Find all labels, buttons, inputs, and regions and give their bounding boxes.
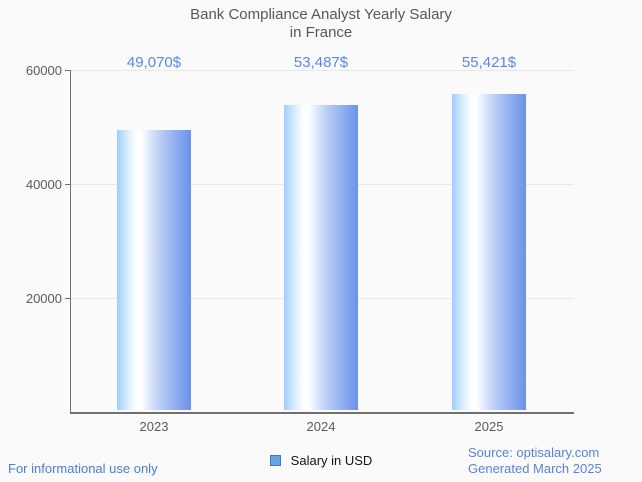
x-axis-label-2025: 2025	[474, 419, 504, 434]
chart-title: Bank Compliance Analyst Yearly Salary in…	[0, 6, 642, 42]
y-axis-tick-label-40000: 40000	[25, 177, 62, 192]
source-block: Source: optisalary.com Generated March 2…	[468, 445, 602, 477]
legend-swatch-icon	[269, 455, 281, 466]
legend-label: Salary in USD	[290, 453, 373, 468]
y-axis-tick-mark	[65, 70, 70, 71]
x-axis-line	[70, 412, 574, 414]
plot-area	[70, 70, 574, 412]
x-axis-label-2024: 2024	[306, 419, 336, 434]
y-axis-tick-mark	[65, 184, 70, 185]
source-line: Source: optisalary.com	[468, 445, 600, 460]
x-axis-label-2023: 2023	[139, 419, 169, 434]
generated-line: Generated March 2025	[468, 461, 602, 476]
bar-2023	[117, 130, 191, 410]
bar-2024	[284, 105, 358, 410]
chart-title-line2: in France	[289, 24, 353, 41]
disclaimer-text: For informational use only	[8, 461, 158, 476]
bar-2025	[452, 94, 526, 410]
legend: Salary in USD	[0, 453, 642, 468]
gridline-60000	[70, 70, 574, 71]
y-axis-line	[70, 70, 71, 412]
bar-value-label-2025: 55,421$	[461, 54, 517, 71]
chart-title-line1: Bank Compliance Analyst Yearly Salary	[190, 6, 452, 23]
y-axis-tick-label-60000: 60000	[25, 63, 62, 78]
bar-value-label-2024: 53,487$	[293, 54, 349, 71]
bar-value-label-2023: 49,070$	[126, 54, 182, 71]
y-axis-tick-mark	[65, 298, 70, 299]
y-axis-tick-label-20000: 20000	[25, 291, 62, 306]
